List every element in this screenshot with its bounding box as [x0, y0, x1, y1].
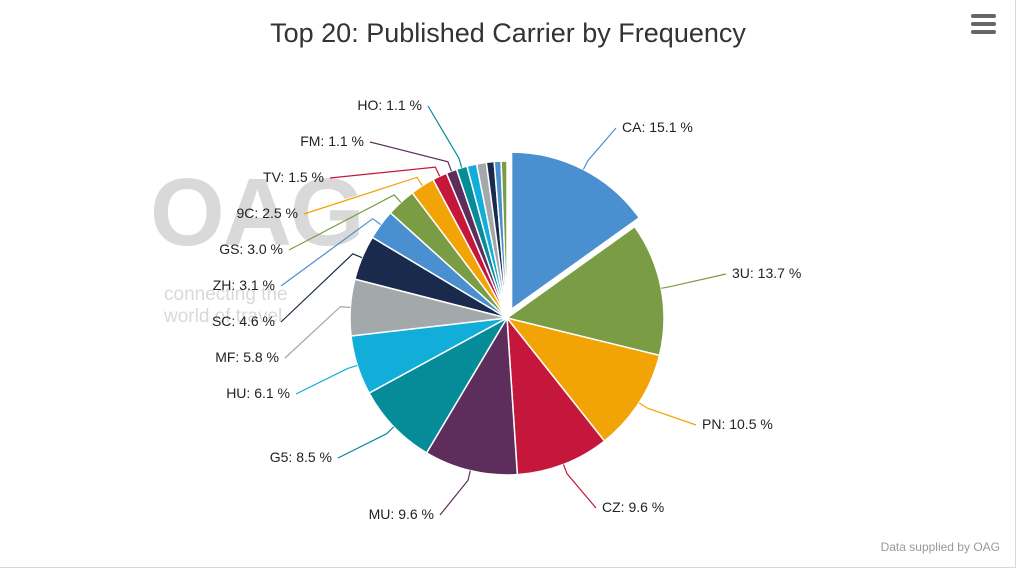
data-label-pn: PN: 10.5 %: [702, 416, 773, 432]
data-label-g5: G5: 8.5 %: [270, 449, 332, 465]
connector-line-hu: [295, 364, 358, 395]
data-label-9c: 9C: 2.5 %: [237, 205, 298, 221]
connector-line-tv: [329, 166, 441, 179]
data-label-gs: GS: 3.0 %: [219, 241, 283, 257]
connector-line-mu: [439, 470, 471, 516]
data-label-tv: TV: 1.5 %: [263, 169, 324, 185]
data-label-ho: HO: 1.1 %: [357, 97, 422, 113]
pie-slice[interactable]: [500, 160, 508, 319]
connector-line-ho: [427, 105, 463, 168]
data-label-mf: MF: 5.8 %: [215, 349, 279, 365]
connector-line-9c: [303, 176, 423, 215]
data-label-mu: MU: 9.6 %: [369, 506, 434, 522]
data-label-sc: SC: 4.6 %: [212, 313, 275, 329]
connector-line-mf: [284, 306, 351, 359]
menu-bar: [971, 22, 996, 26]
connector-line-sc: [280, 253, 363, 323]
data-label-zh: ZH: 3.1 %: [213, 277, 275, 293]
pie-slice-ca[interactable]: [510, 151, 641, 311]
data-label-3u: 3U: 13.7 %: [732, 265, 801, 281]
connector-line-g5: [337, 426, 395, 459]
connector-line-pn: [638, 402, 697, 426]
data-label-ca: CA: 15.1 %: [622, 119, 693, 135]
pie-slice-3u[interactable]: [505, 225, 665, 357]
chart-title: Top 20: Published Carrier by Frequency: [270, 18, 746, 48]
connector-line-ca: [582, 127, 617, 170]
data-label-cz: CZ: 9.6 %: [602, 499, 664, 515]
menu-bar: [971, 14, 996, 18]
data-label-fm: FM: 1.1 %: [300, 133, 364, 149]
menu-bar: [971, 30, 996, 34]
connector-line-3u: [661, 273, 727, 289]
connector-line-zh: [280, 217, 382, 287]
data-label-hu: HU: 6.1 %: [226, 385, 290, 401]
pie-slice-g5[interactable]: [368, 316, 510, 454]
connector-line-fm: [369, 141, 453, 172]
data-credit: Data supplied by OAG: [880, 540, 1000, 554]
connector-line-cz: [562, 464, 597, 509]
hamburger-menu-icon[interactable]: [964, 10, 1002, 40]
connector-line-gs: [288, 194, 402, 251]
